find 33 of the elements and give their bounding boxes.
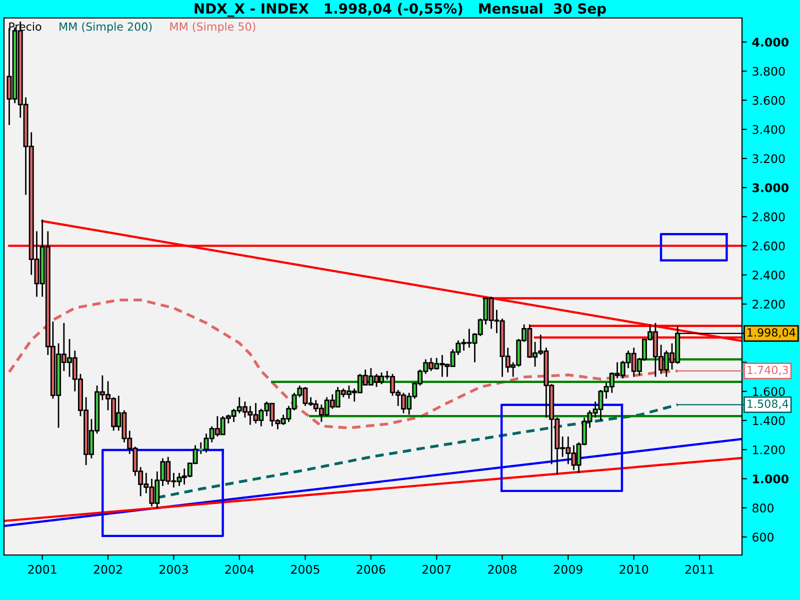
x-tick-label: 2002 <box>94 564 122 574</box>
y-tick-label: 2.200 <box>752 300 785 309</box>
y-tick-label: 2.800 <box>752 212 785 222</box>
y-tick-label: 2.600 <box>752 242 785 250</box>
x-tick-label: 2008 <box>488 564 517 574</box>
y-tick-label: 3.800 <box>752 66 785 76</box>
x-tick-label: 2010 <box>620 564 648 574</box>
y-tick-label: 1.000 <box>753 474 788 484</box>
y-tick-label: 3.000 <box>752 183 788 192</box>
x-tick-label: 2003 <box>160 564 188 574</box>
data-label: 1.508,4 <box>748 400 788 410</box>
x-tick-label: 2009 <box>554 564 582 574</box>
y-tick-label: 1.200 <box>753 445 785 454</box>
x-tick-label: 2005 <box>291 564 320 574</box>
text: MM (Simple 50) <box>170 22 256 33</box>
y-tick-label: 4.000 <box>752 38 788 47</box>
y-tick-label: 3.400 <box>752 125 785 134</box>
x-tick-label: 2004 <box>225 564 254 574</box>
y-tick-label: 1.600 <box>753 387 785 396</box>
x-tick-label: 2011 <box>685 564 714 574</box>
x-tick-label: 2001 <box>28 564 56 574</box>
y-tick-label: 2.400 <box>752 270 785 280</box>
x-tick-label: 2007 <box>422 564 451 574</box>
y-tick-label: 1.400 <box>753 416 785 426</box>
data-label: 1.740,3 <box>748 366 788 376</box>
text: MM (Simple 200) <box>60 22 152 33</box>
y-tick-label: 800 <box>752 504 774 512</box>
x-tick-label: 2006 <box>356 564 386 574</box>
y-tick-label: 3.600 <box>752 96 785 105</box>
annotation: 1.998,04 <box>748 328 796 338</box>
chart-title: NDX_X - INDEX 1.998,04 (-0,55%) Mensual 30 Sep <box>194 3 606 17</box>
y-tick-label: 3.200 <box>752 154 785 164</box>
y-tick-label: 600 <box>752 532 774 542</box>
